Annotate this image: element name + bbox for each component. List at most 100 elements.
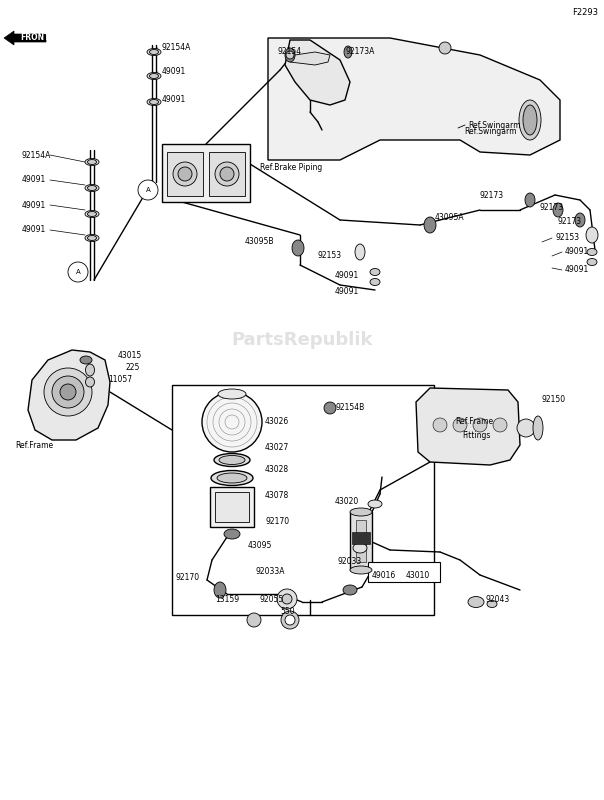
- Circle shape: [517, 419, 535, 437]
- Text: 92170: 92170: [265, 518, 289, 526]
- Ellipse shape: [88, 186, 97, 190]
- Text: 92154A: 92154A: [22, 150, 51, 159]
- Ellipse shape: [424, 217, 436, 233]
- Circle shape: [202, 392, 262, 452]
- Text: 49091: 49091: [22, 226, 47, 234]
- Text: 43095: 43095: [248, 541, 272, 550]
- Circle shape: [68, 262, 88, 282]
- Text: 43095B: 43095B: [245, 238, 274, 246]
- Circle shape: [247, 613, 261, 627]
- Ellipse shape: [343, 585, 357, 595]
- Text: 11057: 11057: [108, 375, 132, 385]
- Ellipse shape: [86, 377, 94, 387]
- Text: 43026: 43026: [265, 418, 289, 426]
- Bar: [210, 487, 254, 527]
- Text: A: A: [76, 269, 80, 275]
- Circle shape: [44, 368, 92, 416]
- Text: 49091: 49091: [335, 287, 359, 297]
- Text: A: A: [146, 187, 150, 193]
- Ellipse shape: [88, 159, 97, 165]
- Circle shape: [173, 162, 197, 186]
- Text: 49091: 49091: [162, 95, 186, 105]
- Text: 225: 225: [125, 363, 140, 373]
- Polygon shape: [4, 31, 46, 45]
- Circle shape: [220, 167, 234, 181]
- Circle shape: [439, 42, 451, 54]
- Ellipse shape: [353, 543, 367, 553]
- Ellipse shape: [533, 416, 543, 440]
- Ellipse shape: [150, 50, 158, 54]
- Circle shape: [324, 402, 336, 414]
- Text: 43028: 43028: [265, 466, 289, 474]
- Ellipse shape: [219, 455, 245, 465]
- Text: 92153: 92153: [555, 234, 579, 242]
- Bar: [162, 144, 250, 202]
- Text: 92154A: 92154A: [162, 43, 191, 53]
- Ellipse shape: [523, 105, 537, 135]
- Ellipse shape: [85, 158, 99, 166]
- Text: 92173: 92173: [558, 218, 582, 226]
- Text: 43027: 43027: [265, 443, 289, 453]
- Ellipse shape: [88, 211, 97, 217]
- Ellipse shape: [214, 454, 250, 466]
- Text: 13159: 13159: [215, 595, 239, 605]
- Bar: [368, 562, 440, 582]
- Polygon shape: [416, 388, 520, 465]
- Circle shape: [60, 384, 76, 400]
- Text: PartsRepublik: PartsRepublik: [231, 331, 373, 349]
- Text: 49016: 49016: [372, 570, 396, 579]
- Circle shape: [281, 611, 299, 629]
- Circle shape: [178, 167, 192, 181]
- Ellipse shape: [487, 601, 497, 607]
- Ellipse shape: [211, 470, 253, 486]
- Circle shape: [285, 615, 295, 625]
- Text: Fittings: Fittings: [462, 430, 490, 439]
- Ellipse shape: [350, 566, 372, 574]
- Text: Ref.Swingarm: Ref.Swingarm: [468, 121, 521, 130]
- Ellipse shape: [88, 235, 97, 241]
- Bar: [350, 512, 372, 570]
- Text: 49091: 49091: [22, 175, 47, 185]
- Circle shape: [277, 589, 297, 609]
- Ellipse shape: [86, 364, 94, 376]
- Polygon shape: [268, 38, 560, 160]
- Ellipse shape: [368, 500, 382, 508]
- Text: 49091: 49091: [565, 266, 590, 274]
- Text: 550: 550: [280, 607, 295, 617]
- Text: 92033A: 92033A: [255, 567, 284, 577]
- Text: 43095A: 43095A: [435, 214, 464, 222]
- Text: 43020: 43020: [335, 498, 359, 506]
- Ellipse shape: [150, 74, 158, 78]
- Ellipse shape: [85, 234, 99, 242]
- Ellipse shape: [575, 213, 585, 227]
- Text: 92173A: 92173A: [345, 47, 374, 57]
- Ellipse shape: [214, 582, 226, 598]
- Text: 49091: 49091: [162, 67, 186, 77]
- Circle shape: [493, 418, 507, 432]
- Bar: [172, 385, 434, 615]
- Text: 92055: 92055: [260, 595, 284, 605]
- Text: FRONT: FRONT: [20, 34, 50, 42]
- Text: 49091: 49091: [22, 201, 47, 210]
- Bar: [215, 492, 249, 522]
- Ellipse shape: [350, 508, 372, 516]
- Circle shape: [282, 594, 292, 604]
- Ellipse shape: [587, 258, 597, 266]
- Circle shape: [286, 51, 294, 59]
- Circle shape: [433, 418, 447, 432]
- Ellipse shape: [519, 100, 541, 140]
- Text: Ref.Frame: Ref.Frame: [455, 418, 493, 426]
- Ellipse shape: [468, 597, 484, 607]
- Bar: [167, 152, 203, 196]
- Circle shape: [215, 162, 239, 186]
- Text: 49091: 49091: [565, 247, 590, 257]
- Ellipse shape: [586, 227, 598, 243]
- Ellipse shape: [85, 210, 99, 218]
- Ellipse shape: [147, 49, 161, 55]
- Text: 92153: 92153: [318, 250, 342, 259]
- Text: 49091: 49091: [335, 270, 359, 279]
- Ellipse shape: [80, 356, 92, 364]
- Ellipse shape: [147, 98, 161, 106]
- Text: 92170: 92170: [176, 574, 200, 582]
- Text: 92043: 92043: [485, 595, 509, 605]
